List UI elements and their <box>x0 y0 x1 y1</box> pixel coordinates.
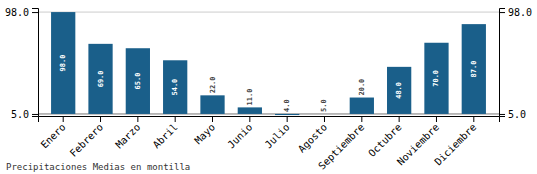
tick: 98.0 <box>5 7 38 18</box>
bar <box>275 114 299 115</box>
tick: 5.0 <box>11 109 38 120</box>
bar <box>312 113 336 114</box>
tick-mark <box>361 116 362 122</box>
tick-mark <box>63 116 64 122</box>
tick: Octubre <box>366 116 404 159</box>
y-axis: 5.0 98.0 <box>499 7 532 120</box>
tick: 5.0 <box>499 109 526 120</box>
bar <box>424 43 448 114</box>
data-label: 20.0 <box>358 79 366 96</box>
tick-label: Mayo <box>192 121 217 146</box>
tick-mark <box>324 116 325 122</box>
tick-label: Junio <box>225 121 254 150</box>
bar <box>387 67 411 114</box>
tick-mark <box>436 116 437 122</box>
tick-label: 5.0 <box>508 109 526 120</box>
axis-line <box>500 9 506 117</box>
grid-line <box>38 12 499 13</box>
tick: Diciembre <box>432 116 478 167</box>
tick-label: Octubre <box>366 121 404 159</box>
tick-label: Febrero <box>68 121 106 159</box>
data-label: 69.0 <box>97 70 105 87</box>
data-label: 70.0 <box>432 70 440 87</box>
tick: Enero <box>39 116 68 150</box>
tick-mark <box>399 116 400 122</box>
tick: Julio <box>263 116 292 150</box>
tick-mark <box>32 12 38 13</box>
tick-label: Enero <box>39 121 68 150</box>
data-label: 65.0 <box>134 73 142 90</box>
y-axis: 5.0 98.0 <box>5 7 39 120</box>
bar <box>88 44 112 114</box>
data-labels: 98.0 69.0 65.0 54.0 22.0 11.0 4.0 5.0 20.0 48.0 70… <box>59 55 478 112</box>
tick-label: Marzo <box>113 121 142 150</box>
bar <box>126 48 150 114</box>
bar <box>200 95 224 114</box>
data-label: 22.0 <box>209 76 217 93</box>
tick: 98.0 <box>499 7 532 18</box>
tick-label: 5.0 <box>11 109 29 120</box>
tick: Mayo <box>192 116 217 146</box>
tick: Abril <box>151 116 180 150</box>
tick-mark <box>287 116 288 122</box>
data-label: 98.0 <box>59 55 67 72</box>
tick-mark <box>249 116 250 122</box>
tick-mark <box>137 116 138 122</box>
tick: Marzo <box>113 116 142 150</box>
data-label: 5.0 <box>320 99 328 112</box>
tick: Junio <box>225 116 254 150</box>
tick-label: Septiembre <box>316 121 366 171</box>
axis-line <box>39 117 500 123</box>
bar <box>350 98 374 114</box>
tick-label: Julio <box>263 121 292 150</box>
tick-mark <box>32 114 38 115</box>
tick-label: Abril <box>151 121 180 150</box>
tick-mark <box>499 114 505 115</box>
data-label: 4.0 <box>283 99 291 112</box>
axis-line <box>32 9 39 117</box>
bar <box>51 12 75 114</box>
bars <box>51 12 486 115</box>
bar <box>462 24 486 114</box>
data-label: 54.0 <box>171 79 179 96</box>
tick-label: Agosto <box>296 121 329 154</box>
tick-mark <box>212 116 213 122</box>
tick: Febrero <box>68 116 106 159</box>
tick: Septiembre <box>316 116 366 172</box>
tick-mark <box>499 12 505 13</box>
tick-label: Diciembre <box>432 121 478 167</box>
tick-label: 98.0 <box>508 7 532 18</box>
data-label: 87.0 <box>470 61 478 78</box>
bar <box>238 107 262 114</box>
subtitle: Precipitaciones Medias en montilla <box>6 162 190 172</box>
tick-mark <box>175 116 176 122</box>
tick-mark <box>473 116 474 122</box>
grid <box>38 12 499 114</box>
tick-label: 98.0 <box>5 7 29 18</box>
bar <box>163 60 187 114</box>
data-label: 11.0 <box>246 89 254 106</box>
tick: Agosto <box>296 116 329 155</box>
data-label: 48.0 <box>395 82 403 99</box>
chart: 5.0 98.0 5.0 98.0 EneroFebreroMarzo Abril Mayo… <box>0 0 537 174</box>
tick-mark <box>100 116 101 122</box>
